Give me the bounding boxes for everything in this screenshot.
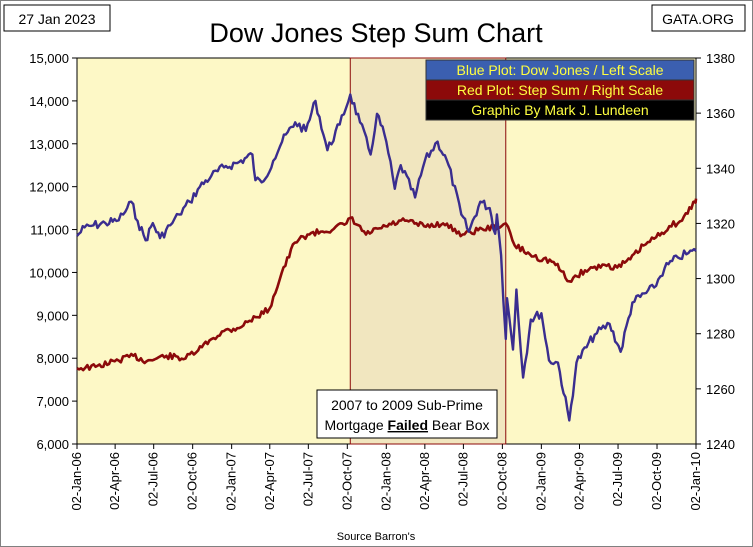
x-tick-label: 02-Oct-06 [185,452,200,510]
x-tick-label: 02-Oct-09 [649,452,664,510]
x-tick-label: 02-Apr-08 [417,452,432,510]
right-tick-label: 1300 [706,272,735,287]
left-tick-label: 8,000 [36,351,69,366]
date-box: 27 Jan 2023 [3,4,111,32]
x-tick-label: 02-Oct-07 [339,452,354,510]
legend-entry-text: Blue Plot: Dow Jones / Left Scale [457,62,664,78]
site-label: GATA.ORG [662,11,734,27]
left-tick-label: 13,000 [29,137,69,152]
date-label: 27 Jan 2023 [18,11,95,27]
right-tick-label: 1360 [706,106,735,121]
annotation-line2-bold: Failed [388,417,428,433]
annotation-line2: Mortgage Failed Bear Box [325,417,490,433]
left-tick-label: 14,000 [29,94,69,109]
site-box: GATA.ORG [651,4,746,32]
annotation-line2-pre: Mortgage [325,417,388,433]
left-tick-label: 6,000 [36,437,69,452]
x-tick-label: 02-Jan-08 [378,452,393,511]
right-tick-label: 1280 [706,327,735,342]
right-tick-label: 1340 [706,161,735,176]
x-tick-label: 02-Apr-07 [262,452,277,510]
left-tick-label: 9,000 [36,308,69,323]
x-tick-label: 02-Apr-09 [571,452,586,510]
x-tick-label: 02-Oct-08 [494,452,509,510]
step-sum-line [76,198,698,372]
left-tick-label: 12,000 [29,180,69,195]
dow-jones-line [76,93,697,422]
annotation-box: 2007 to 2009 Sub-Prime Mortgage Failed B… [316,389,498,439]
x-axis: 02-Jan-06 02-Apr-06 02-Jul-06 02-Oct-06 02-J… [69,444,703,511]
x-tick-label: 02-Jul-06 [146,452,161,506]
left-tick-label: 7,000 [36,394,69,409]
left-tick-label: 15,000 [29,51,69,66]
x-tick-label: 02-Jul-09 [610,452,625,506]
left-axis: 6,000 7,000 8,000 9,000 10,000 11,000 12,000 13… [29,51,77,452]
right-axis: 1240 1260 1280 1300 1320 1340 1360 1380 [696,51,735,452]
legend: Blue Plot: Dow Jones / Left Scale Red Plo… [425,59,695,121]
annotation-line1: 2007 to 2009 Sub-Prime [331,397,483,413]
x-tick-label: 02-Jan-06 [69,452,84,511]
annotation-line2-post: Bear Box [428,417,489,433]
right-tick-label: 1240 [706,437,735,452]
legend-entry-text: Graphic By Mark J. Lundeen [471,102,648,118]
x-tick-label: 02-Jul-08 [455,452,470,506]
right-tick-label: 1320 [706,216,735,231]
legend-entry-bg [425,99,695,121]
right-tick-label: 1260 [706,382,735,397]
x-tick-label: 02-Jan-07 [224,452,239,511]
x-tick-label: 02-Jul-07 [300,452,315,506]
left-tick-label: 10,000 [29,265,69,280]
x-tick-label: 02-Apr-06 [107,452,122,510]
x-tick-label: 02-Jan-09 [533,452,548,511]
legend-entry-text: Red Plot: Step Sum / Right Scale [457,82,663,98]
left-tick-label: 11,000 [30,223,69,238]
x-tick-label: 02-Jan-10 [688,452,703,511]
right-tick-label: 1380 [706,51,735,66]
source-label: Source Barron's [337,531,416,543]
chart-title: Dow Jones Step Sum Chart [209,18,543,48]
